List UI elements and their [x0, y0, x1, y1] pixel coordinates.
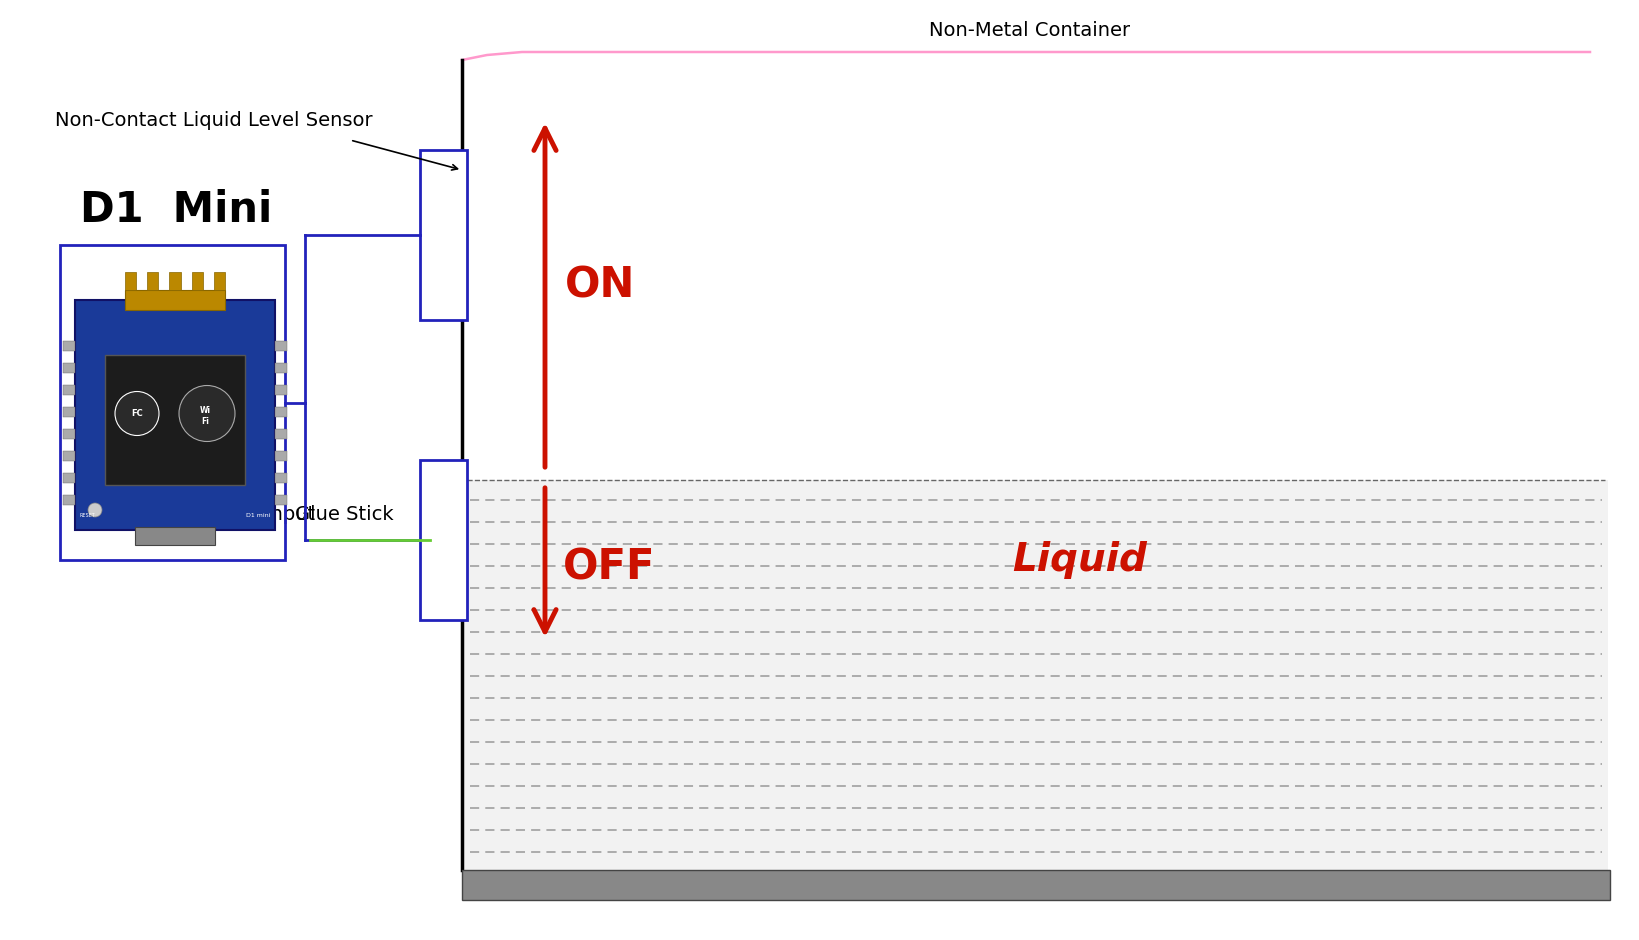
Bar — [105, 355, 244, 485]
Circle shape — [89, 503, 102, 517]
Bar — [275, 341, 287, 351]
Bar — [275, 429, 287, 439]
Bar — [462, 870, 1609, 900]
Bar — [464, 480, 1606, 870]
Text: Input: Input — [266, 506, 315, 525]
Bar — [125, 290, 225, 310]
Text: FC: FC — [131, 409, 143, 418]
Circle shape — [179, 385, 234, 442]
Bar — [420, 150, 467, 320]
Text: RESET: RESET — [80, 513, 95, 518]
Bar — [134, 527, 215, 545]
Bar — [148, 272, 159, 290]
Text: OFF: OFF — [562, 546, 656, 588]
Bar — [62, 341, 75, 351]
Bar — [275, 363, 287, 373]
Text: D1  Mini: D1 Mini — [80, 189, 272, 231]
Bar — [275, 473, 287, 483]
Text: Non-Contact Liquid Level Sensor: Non-Contact Liquid Level Sensor — [56, 111, 372, 130]
Text: Glue Stick: Glue Stick — [295, 506, 393, 525]
Bar — [420, 460, 467, 620]
Bar — [75, 300, 275, 530]
Bar — [213, 272, 225, 290]
Bar — [62, 363, 75, 373]
Bar — [62, 407, 75, 417]
Bar — [275, 385, 287, 395]
Bar — [61, 245, 285, 560]
Bar — [464, 60, 1606, 480]
Bar — [62, 429, 75, 439]
Text: Non-Metal Container: Non-Metal Container — [929, 21, 1129, 39]
Bar — [275, 451, 287, 461]
Text: Wi: Wi — [200, 406, 210, 415]
Bar — [169, 272, 180, 290]
Bar — [62, 495, 75, 505]
Bar — [62, 451, 75, 461]
Text: D1 mini: D1 mini — [246, 513, 270, 518]
Text: Liquid: Liquid — [1011, 541, 1147, 579]
Bar — [62, 473, 75, 483]
Text: Fi: Fi — [202, 417, 208, 426]
Bar — [192, 272, 203, 290]
Circle shape — [115, 391, 159, 435]
Bar — [275, 495, 287, 505]
Bar — [62, 385, 75, 395]
Bar — [125, 272, 136, 290]
Text: ON: ON — [565, 264, 634, 306]
Bar — [275, 407, 287, 417]
